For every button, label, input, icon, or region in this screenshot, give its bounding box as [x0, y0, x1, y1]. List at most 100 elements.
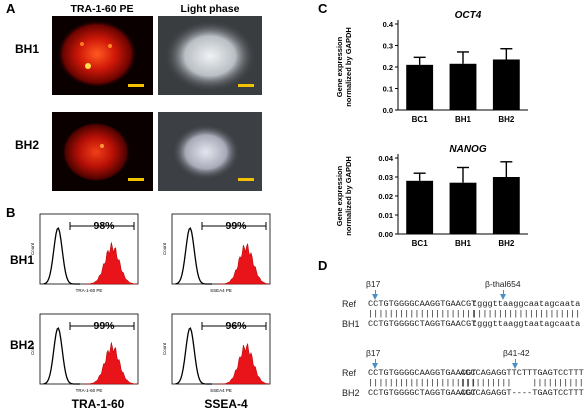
- control-histogram-line: [43, 327, 80, 385]
- x-tick-label: BH2: [498, 239, 515, 248]
- ref-sequence-2: ACCCAGAGGTTCTTTGAGTCCTTT: [460, 368, 584, 378]
- arrow-stem: [375, 359, 376, 364]
- y-tick-label: 0.03: [378, 173, 393, 182]
- sample-sequence-2: ACCCAGAGGT----TGAGTCCTTT: [460, 388, 584, 398]
- seq-label-bh1: BH1: [342, 319, 360, 329]
- flow-histogram-bh1-ssea4: 99% Count SSEA4 PE: [158, 210, 274, 296]
- panel-label-a: A: [6, 1, 16, 16]
- panel-label-b: B: [6, 205, 16, 220]
- tra-colony-bh2: [62, 122, 144, 182]
- x-axis-label: TRA-1-60 PE: [76, 388, 103, 393]
- y-tick-label: 0.3: [383, 42, 393, 51]
- mutation-label-b17-bottom: β17: [366, 348, 381, 358]
- x-tick-label: BH2: [498, 115, 515, 124]
- flow-histogram-bh2-ssea4: 96% Count SSEA4 PE: [158, 310, 274, 396]
- stained-histogram-fill: [218, 242, 269, 285]
- mutation-label-thal654: β-thal654: [485, 279, 521, 289]
- y-tick-label: 0.02: [378, 192, 393, 201]
- x-tick-label: BH1: [455, 115, 472, 124]
- y-tick-label: 0.2: [383, 63, 393, 72]
- row-label-bh2: BH2: [15, 138, 40, 152]
- stained-histogram-fill: [218, 342, 269, 385]
- mutation-arrow-icon: [500, 294, 506, 300]
- alignment-bars-2: |||||||||||||||||||||: [472, 309, 581, 319]
- y-tick-label: 0.1: [383, 85, 393, 94]
- y-axis-label: Gene expressionnormalized by GAPDH: [335, 156, 353, 236]
- arrow-stem: [375, 290, 376, 295]
- tra-image-bh1: [52, 16, 153, 95]
- mutation-arrow-icon: [512, 363, 518, 369]
- mutation-label-b17-top: β17: [366, 279, 381, 289]
- seq-label-bh2: BH2: [342, 388, 360, 398]
- tra-image-bh2: [52, 112, 153, 191]
- ref-sequence-2: tgggttaaggcaatagcaata: [472, 299, 581, 309]
- stained-histogram-fill: [85, 342, 137, 385]
- sample-sequence-1: CCTGTGGGGCTAGGTGAACGT: [368, 388, 477, 398]
- flow-histogram-bh1-tra: 98% Count TRA-1-60 PE: [26, 210, 142, 296]
- alignment-bars-1: |||||||||||||||||||||: [368, 309, 477, 319]
- y-axis-label: Gene expressionnormalized by GAPDH: [335, 27, 353, 107]
- gate-percentage: 99%: [93, 320, 115, 332]
- mutation-label-b41-42: β41-42: [503, 348, 530, 358]
- bar-bc1: [406, 64, 434, 110]
- bar-bh2: [492, 59, 520, 110]
- row-label-bh1: BH1: [15, 42, 40, 56]
- histogram-plot: 98% Count TRA-1-60 PE: [30, 213, 139, 293]
- alignment-bars-1: |||||||||||||||||||||: [368, 378, 477, 388]
- y-tick-label: 0.00: [378, 230, 393, 239]
- chart-nanog: NANOG Gene expressionnormalized by GAPDH 0…: [335, 144, 528, 248]
- histogram-plot: 99% Count SSEA4 PE: [162, 213, 271, 293]
- control-histogram-line: [175, 227, 212, 285]
- tra-colony-bh1: [57, 20, 144, 88]
- seq-label-ref-top: Ref: [342, 299, 357, 309]
- x-tick-label: BH1: [455, 239, 472, 248]
- arrow-stem: [515, 359, 516, 364]
- flow-axis-label-ssea4: SSEA-4: [204, 397, 248, 411]
- chart-oct4: OCT4 Gene expressionnormalized by GAPDH 0.…: [335, 10, 528, 124]
- chart-title: NANOG: [449, 144, 486, 155]
- light-image-bh1: [158, 16, 262, 95]
- ref-sequence-1: CCTGTGGGGCAAGGTGAACGT: [368, 299, 477, 309]
- ref-sequence-1: CCTGTGGGGCAAGGTGAACGT: [368, 368, 477, 378]
- column-header-light-phase: Light phase: [180, 3, 240, 15]
- x-tick-label: BC1: [412, 239, 429, 248]
- y-tick-label: 0.01: [378, 211, 393, 220]
- bar-bh1: [449, 63, 477, 110]
- y-axis-label: Count: [30, 342, 35, 355]
- mutation-arrow-icon: [372, 363, 378, 369]
- y-tick-label: 0.04: [378, 154, 393, 163]
- panel-label-c: C: [318, 1, 328, 16]
- flow-histogram-bh2-tra: 99% Count TRA-1-60 PE: [26, 310, 142, 396]
- y-axis-label: Count: [162, 242, 167, 255]
- gate-percentage: 98%: [93, 220, 115, 232]
- histogram-plot: 99% Count TRA-1-60 PE: [30, 313, 139, 393]
- flow-axis-label-tra: TRA-1-60: [71, 397, 125, 411]
- light-colony-bh2: [172, 124, 254, 181]
- alignment-bars-2: |||||||||| ||||||||||: [460, 378, 584, 388]
- x-axis-label: SSEA4 PE: [210, 288, 232, 293]
- seq-label-ref-bottom: Ref: [342, 368, 357, 378]
- gate-percentage: 96%: [225, 320, 247, 332]
- arrow-stem: [503, 290, 504, 295]
- y-axis-label: Count: [162, 342, 167, 355]
- control-histogram-line: [175, 327, 212, 385]
- light-colony-bh1: [164, 20, 256, 92]
- stained-histogram-fill: [85, 242, 137, 285]
- x-axis-label: SSEA4 PE: [210, 388, 232, 393]
- flow-row-label-bh2: BH2: [10, 338, 35, 352]
- gate-percentage: 99%: [225, 220, 247, 232]
- y-axis-label: Count: [30, 242, 35, 255]
- y-tick-label: 0.4: [383, 20, 394, 29]
- column-header-tra: TRA-1-60 PE: [70, 3, 134, 15]
- control-histogram-line: [43, 227, 80, 285]
- light-image-bh2: [158, 112, 262, 191]
- mutation-arrow-icon: [372, 294, 378, 300]
- bar-bc1: [406, 180, 434, 234]
- flow-row-label-bh1: BH1: [10, 253, 35, 267]
- bar-bh1: [449, 182, 477, 234]
- chart-title: OCT4: [455, 10, 482, 21]
- histogram-plot: 96% Count SSEA4 PE: [162, 313, 271, 393]
- sample-sequence-1: CCTGTGGGGCTAGGTGAACGT: [368, 319, 477, 329]
- y-tick-label: 0.0: [383, 106, 393, 115]
- panel-label-d: D: [318, 258, 328, 273]
